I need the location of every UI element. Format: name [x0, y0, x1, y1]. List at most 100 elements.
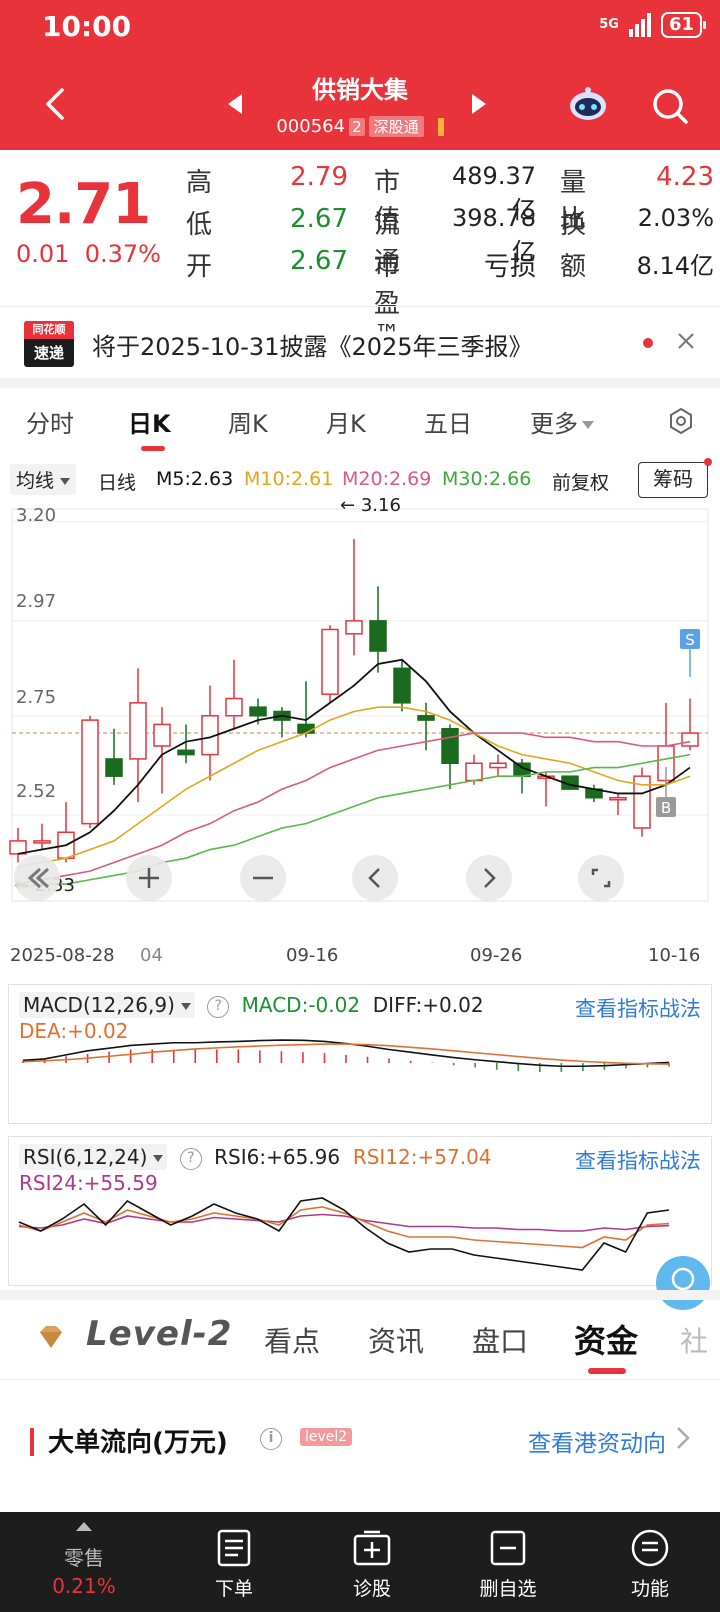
next-stock-icon[interactable]: [472, 94, 486, 114]
info-icon[interactable]: i: [260, 1428, 282, 1450]
order-button[interactable]: 下单: [162, 1512, 306, 1612]
active-tab-indicator: [141, 446, 165, 451]
active-tab-indicator: [588, 1368, 626, 1374]
big-order-title: 大单流向(万元): [48, 1428, 228, 1458]
tab-more[interactable]: 更多: [530, 404, 594, 439]
rsi-strategy-link[interactable]: 查看指标战法: [575, 1149, 701, 1173]
stock-code-line: 000564 2 深股通: [0, 116, 720, 137]
chips-button[interactable]: 筹码: [638, 462, 708, 498]
help-icon[interactable]: ?: [207, 995, 230, 1018]
app-header: 10:00 5G 61 供销大集 000564 2 深股通: [0, 0, 720, 150]
functions-button[interactable]: 功能: [578, 1512, 720, 1612]
float-label: 流通: [374, 210, 401, 277]
remove-watchlist-button[interactable]: 删自选: [436, 1512, 580, 1612]
y-tick-label: 2.97: [16, 591, 57, 612]
tab-intraday[interactable]: 分时: [26, 410, 74, 438]
tab-five-day[interactable]: 五日: [424, 410, 472, 438]
prev-stock-icon[interactable]: [228, 94, 242, 114]
max-price-label: ← 3.16: [340, 495, 401, 516]
kline-chart[interactable]: SB 3.20 2.97 2.75 2.52 ← 3.16 ← 2.33 202…: [0, 495, 720, 975]
tab-news[interactable]: 资讯: [368, 1325, 425, 1358]
tab-highlights[interactable]: 看点: [264, 1325, 321, 1358]
rsi-panel[interactable]: RSI(6,12,24) ? RSI6:+65.96 RSI12:+57.04 …: [8, 1136, 712, 1286]
hk-capital-link[interactable]: 查看港资动向: [528, 1431, 666, 1457]
chevron-right-icon: [484, 868, 496, 888]
ma5-label: M5:2.63: [156, 468, 234, 490]
dea-value: DEA:+0.02: [19, 1019, 129, 1043]
notice-text: 将于2025-10-31披露《2025年三季报》: [92, 333, 533, 361]
adjust-mode[interactable]: 前复权: [552, 472, 610, 494]
amount-label: 额: [560, 252, 587, 282]
candle-body: [9, 840, 27, 855]
plus-icon: [139, 868, 159, 888]
logo-top-text: 同花顺: [24, 321, 74, 339]
tab-monthly-k[interactable]: 月K: [326, 410, 366, 438]
back-icon[interactable]: [36, 84, 76, 124]
diagnose-icon: [353, 1530, 391, 1566]
indicator-selector[interactable]: 均线: [10, 464, 77, 495]
high-value: 2.79: [290, 162, 348, 192]
fullscreen-button[interactable]: [578, 855, 624, 901]
vol-ratio-value: 4.23: [656, 162, 714, 192]
rsi24-value: RSI24:+55.59: [19, 1171, 158, 1195]
candle-body: [633, 775, 651, 829]
close-icon[interactable]: [676, 331, 696, 351]
macd-selector[interactable]: MACD(12,26,9): [19, 992, 195, 1018]
chevron-down-icon: [60, 478, 71, 485]
tab-daily-k[interactable]: 日K: [128, 410, 171, 438]
rsi-header: RSI(6,12,24) ? RSI6:+65.96 RSI12:+57.04: [19, 1144, 492, 1170]
zoom-out-button[interactable]: [240, 855, 286, 901]
ma30-label: M30:2.66: [442, 468, 532, 490]
search-icon[interactable]: [650, 86, 690, 126]
macd-strategy-link[interactable]: 查看指标战法: [575, 997, 701, 1021]
kline-svg: SB: [9, 508, 709, 902]
divider: [0, 378, 720, 388]
open-label: 开: [186, 252, 213, 282]
ma-legend-row: 均线 日线 M5:2.63 M10:2.61 M20:2.69 M30:2.66…: [0, 458, 720, 502]
max-price-value: 3.16: [360, 495, 401, 516]
zoom-in-button[interactable]: [126, 855, 172, 901]
retail-pct: 0.21%: [52, 1574, 116, 1598]
indicator-selector-label: 均线: [16, 470, 55, 492]
signal-icon: [628, 13, 651, 37]
notice-bar[interactable]: 同花顺 速递 将于2025-10-31披露《2025年三季报》: [0, 306, 720, 378]
amount-value: 8.14亿: [636, 252, 714, 280]
stock-name: 供销大集: [312, 76, 408, 104]
sell-marker: [680, 629, 700, 649]
diagnose-button[interactable]: 诊股: [300, 1512, 444, 1612]
tab-community[interactable]: 社: [680, 1325, 709, 1358]
rsi-selector[interactable]: RSI(6,12,24): [19, 1144, 168, 1170]
order-label: 下单: [214, 1578, 253, 1600]
collapse-button[interactable]: [14, 855, 60, 901]
candle-body: [33, 840, 51, 844]
help-icon[interactable]: ?: [179, 1147, 202, 1170]
order-icon: [217, 1529, 251, 1567]
tab-fund-flow[interactable]: 资金: [574, 1322, 639, 1360]
buy-marker: [656, 797, 676, 817]
tab-order-book[interactable]: 盘口: [472, 1325, 529, 1358]
retail-button[interactable]: 零售 0.21%: [12, 1512, 156, 1612]
robot-assistant-icon[interactable]: [566, 86, 610, 122]
scroll-left-button[interactable]: [352, 855, 398, 901]
candle-body: [345, 620, 363, 635]
candle-body: [441, 727, 459, 764]
macd-panel[interactable]: MACD(12,26,9) ? MACD:-0.02 DIFF:+0.02 DE…: [8, 984, 712, 1124]
candle-body: [489, 762, 507, 769]
big-order-section: 大单流向(万元) i level2 查看港资动向: [0, 1400, 720, 1510]
scroll-right-button[interactable]: [466, 855, 512, 901]
caret-up-icon: [76, 1522, 92, 1531]
float-value: 398.78亿: [452, 204, 536, 266]
diff-value: DIFF:+0.02: [372, 993, 484, 1017]
badge-dot-icon: [704, 458, 712, 466]
menu-icon: [631, 1529, 669, 1567]
y-tick-label: 3.20: [16, 505, 57, 526]
candle-body: [417, 715, 435, 721]
tab-weekly-k[interactable]: 周K: [228, 410, 268, 438]
candle-body: [81, 719, 99, 825]
unread-dot-icon: [643, 338, 653, 348]
rsi-svg: [18, 1197, 670, 1271]
y-tick-label: 2.52: [16, 781, 57, 802]
settings-icon[interactable]: [666, 406, 696, 436]
section-marker: [30, 1428, 34, 1456]
chevron-down-icon: [582, 421, 594, 429]
